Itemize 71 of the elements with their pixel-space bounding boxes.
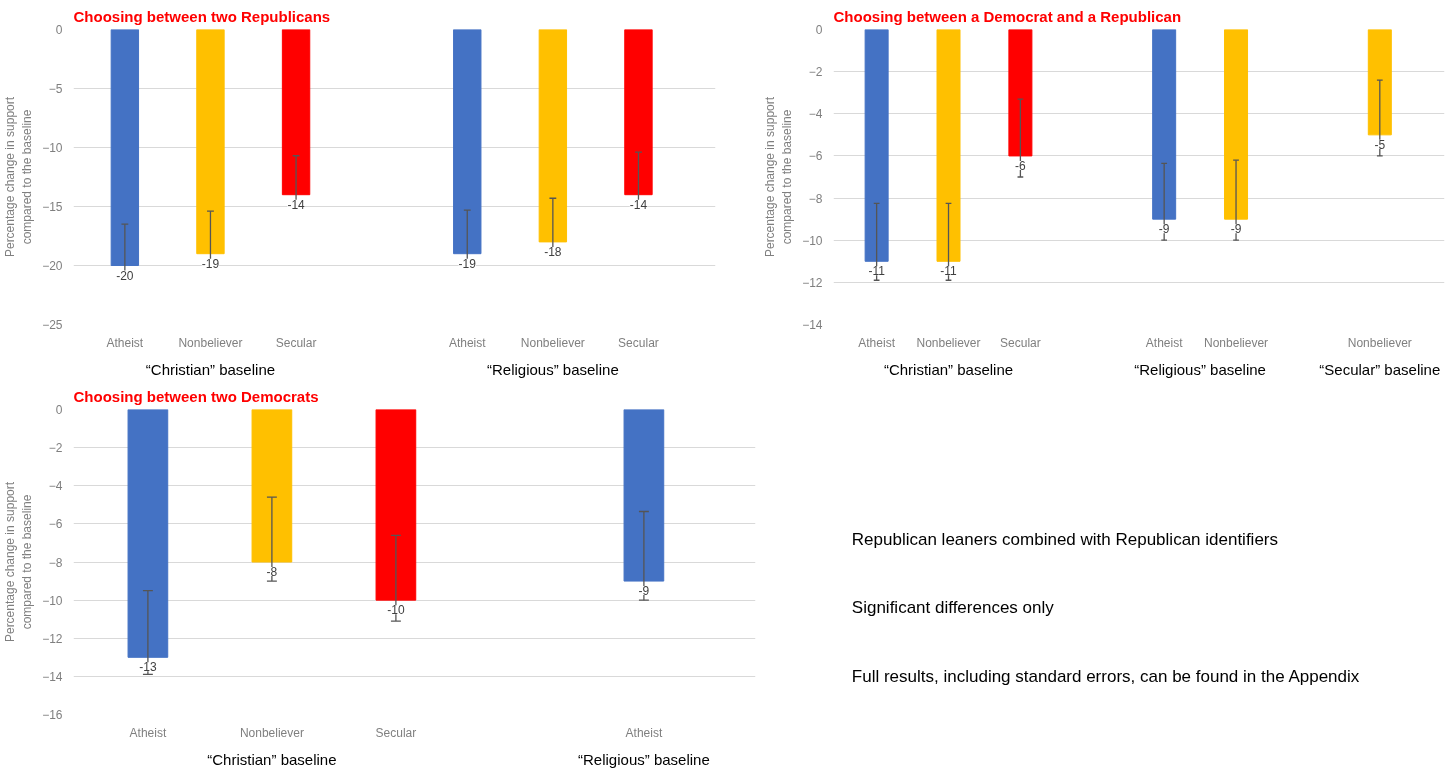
y-tick-label: −12 xyxy=(42,631,63,646)
text: “Secular” baseline xyxy=(1319,360,1441,378)
data-label: -10 xyxy=(387,603,405,618)
text: “Religious” baseline xyxy=(578,750,710,768)
data-label: -9 xyxy=(1230,222,1242,237)
data-label: -14 xyxy=(287,197,306,212)
y-tick-label: −10 xyxy=(42,593,63,608)
y-tick-label: −2 xyxy=(48,441,63,456)
y-tick-label: −25 xyxy=(42,318,63,332)
data-label: -9 xyxy=(638,584,650,599)
y-tick-label: −15 xyxy=(42,200,63,214)
y-tick-label: −10 xyxy=(802,233,823,248)
y-tick-label: −14 xyxy=(802,318,823,332)
y-tick-label: −4 xyxy=(808,107,823,122)
text: “Christian” baseline xyxy=(207,750,337,768)
x-tick-label: Nonbeliever xyxy=(239,725,304,740)
data-label: -9 xyxy=(1158,222,1170,237)
text: Significant differences only xyxy=(851,598,1055,618)
y-tick-label: −2 xyxy=(808,65,823,80)
chart-title: Choosing between two Democrats xyxy=(73,387,319,405)
x-tick-label: Secular xyxy=(375,725,417,740)
text: Full results, including standard errors, can be found in the Appendix xyxy=(851,666,1360,686)
text: “Christian” baseline xyxy=(883,360,1014,378)
y-tick-label: −8 xyxy=(808,191,823,206)
x-tick-label: Atheist xyxy=(625,725,663,740)
y-tick-label: −12 xyxy=(802,275,823,290)
text: “Christian” baseline xyxy=(145,360,276,378)
y-tick-label: −10 xyxy=(42,141,63,155)
x-tick-label: Atheist xyxy=(1145,335,1184,350)
y-axis-title: Percentage change in support compared to the baseline xyxy=(763,96,795,258)
x-tick-label: Nonbeliever xyxy=(178,335,243,350)
x-tick-label: Atheist xyxy=(448,335,487,350)
y-tick-label: −14 xyxy=(42,669,63,684)
chart-title: Choosing between two Republicans xyxy=(73,7,331,25)
text: “Religious” baseline xyxy=(1134,360,1266,378)
y-tick-label: −5 xyxy=(48,82,63,96)
y-tick-label: −6 xyxy=(48,517,63,532)
y-tick-label: −20 xyxy=(42,259,63,273)
y-tick-label: −4 xyxy=(48,479,63,494)
y-tick-label: 0 xyxy=(55,403,63,417)
x-tick-label: Nonbeliever xyxy=(1347,335,1412,350)
x-tick-label: Secular xyxy=(618,335,659,350)
text: Republican leaners combined with Republican identifiers xyxy=(851,529,1279,549)
x-tick-label: Secular xyxy=(275,335,317,350)
data-label: -6 xyxy=(1015,158,1027,173)
x-tick-label: Atheist xyxy=(106,335,144,350)
data-label: -20 xyxy=(116,268,134,283)
x-tick-label: Nonbeliever xyxy=(1204,335,1269,350)
y-axis-title: Percentage change in support compared to the baseline xyxy=(3,96,35,258)
x-tick-label: Atheist xyxy=(858,335,896,350)
x-tick-label: Nonbeliever xyxy=(520,335,585,350)
x-tick-label: Secular xyxy=(1000,335,1041,350)
data-label: -11 xyxy=(940,264,958,279)
data-label: -5 xyxy=(1374,137,1386,152)
y-tick-label: 0 xyxy=(55,23,63,37)
data-label: -19 xyxy=(201,256,220,271)
chart-title: Choosing between a Democrat and a Republican xyxy=(833,7,1182,25)
x-tick-label: Nonbeliever xyxy=(916,335,981,350)
y-axis-title: Percentage change in support compared to the baseline xyxy=(3,481,35,643)
x-tick-label: Atheist xyxy=(129,725,167,740)
data-label: -14 xyxy=(629,197,648,212)
text: “Religious” baseline xyxy=(486,360,619,378)
data-label: -19 xyxy=(458,256,477,271)
data-label: -8 xyxy=(266,565,278,579)
y-tick-label: −8 xyxy=(48,555,63,570)
y-tick-label: −6 xyxy=(808,149,823,164)
y-tick-label: −16 xyxy=(42,708,63,722)
y-tick-label: 0 xyxy=(815,23,823,37)
data-label: -18 xyxy=(544,244,562,259)
data-label: -11 xyxy=(868,264,886,279)
data-label: -13 xyxy=(139,660,157,675)
